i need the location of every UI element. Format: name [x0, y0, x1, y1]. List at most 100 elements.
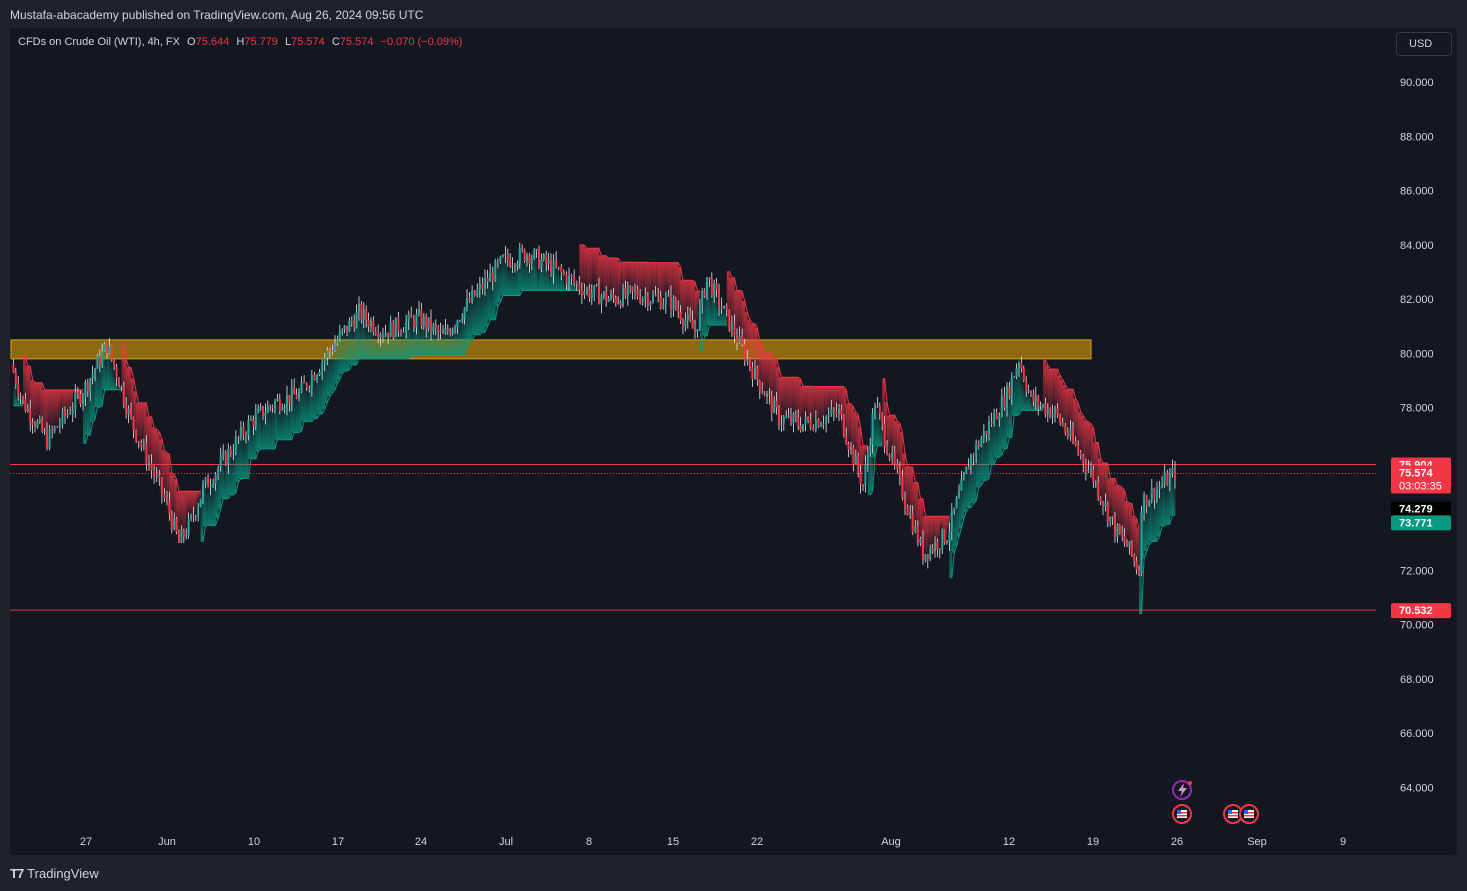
candle-body: [355, 311, 358, 328]
candle-body: [463, 307, 466, 319]
candle-body: [901, 476, 904, 499]
candle-body: [160, 477, 163, 495]
trend-cloud-segment: [1139, 511, 1142, 615]
candle-body: [1140, 511, 1143, 574]
candle-body: [69, 413, 72, 415]
candle-body: [194, 516, 197, 518]
trend-cloud-segment: [411, 327, 415, 357]
lightning-icon[interactable]: [1172, 780, 1192, 800]
candle-body: [334, 343, 336, 351]
candle-body: [130, 408, 132, 418]
candle-body: [770, 395, 773, 413]
candle-body: [573, 276, 576, 283]
price-label-box: [1391, 465, 1451, 494]
trend-cloud-segment: [52, 389, 56, 427]
candle-body: [686, 314, 689, 321]
currency-button[interactable]: USD: [1396, 32, 1452, 56]
trend-cloud-segment: [831, 386, 835, 412]
price-label: 74.279: [1399, 504, 1433, 516]
trend-cloud-segment: [1050, 369, 1053, 414]
candle-body: [1145, 494, 1148, 507]
candle-body: [120, 386, 123, 388]
candle-body: [1059, 414, 1062, 424]
candle-body: [115, 366, 118, 379]
candle-body: [809, 420, 812, 428]
candle-body: [283, 406, 286, 410]
trend-cloud-segment: [734, 290, 738, 344]
trend-cloud-segment: [143, 402, 147, 465]
trend-cloud-segment: [317, 372, 320, 415]
trend-cloud-segment: [1085, 422, 1089, 470]
tradingview-brand[interactable]: T7 TradingView: [10, 866, 99, 881]
candle-body: [766, 393, 768, 397]
candle-body: [535, 249, 538, 251]
candle-body: [108, 346, 111, 354]
us-flag-icon[interactable]: [1239, 804, 1259, 824]
trend-cloud-segment: [536, 268, 540, 291]
trend-cloud-segment: [726, 271, 730, 331]
candle-body: [965, 466, 968, 474]
trend-cloud-segment: [349, 321, 353, 365]
candle-body: [955, 497, 958, 508]
trend-cloud-segment: [991, 412, 995, 465]
candle-body: [1087, 469, 1090, 472]
candle-body: [290, 387, 293, 404]
trend-cloud-segment: [450, 329, 453, 355]
candle-body: [919, 538, 922, 544]
trend-cloud-segment: [39, 382, 43, 432]
trend-cloud-segment: [413, 314, 417, 357]
candle-body: [377, 333, 380, 338]
candle-body: [389, 321, 392, 337]
trend-cloud-segment: [314, 375, 318, 419]
candle-body: [614, 297, 617, 304]
trend-cloud-segment: [994, 419, 998, 458]
trend-cloud-segment: [83, 382, 86, 444]
trend-cloud-segment: [702, 296, 705, 336]
symbol-name[interactable]: CFDs on Crude Oil (WTI), 4h, FX: [18, 36, 180, 48]
trend-cloud-segment: [500, 255, 504, 296]
trend-cloud-segment: [210, 483, 214, 526]
footer: T7 TradingView: [0, 856, 1467, 891]
candle-body: [629, 286, 632, 288]
candle-body: [19, 395, 22, 397]
trend-cloud-segment: [395, 331, 399, 359]
trend-cloud-segment: [1011, 376, 1015, 416]
price-label: 70.532: [1399, 605, 1433, 617]
candle-body: [982, 431, 985, 439]
trend-cloud-segment: [951, 507, 955, 553]
trend-cloud-segment: [23, 354, 26, 412]
candle-body: [257, 408, 260, 413]
trend-cloud-segment: [75, 389, 79, 394]
candle-body: [1039, 405, 1042, 407]
candle-body: [946, 541, 948, 543]
trend-cloud-segment: [70, 389, 74, 410]
trend-cloud-segment: [1023, 390, 1027, 411]
candle-body: [222, 452, 225, 457]
candle-body: [504, 253, 507, 256]
trend-cloud-segment: [618, 262, 621, 307]
trend-cloud-segment: [665, 262, 669, 295]
candle-body: [878, 405, 881, 414]
us-flag-icon[interactable]: [1172, 804, 1192, 824]
candle-body: [1106, 502, 1109, 522]
candle-body: [12, 364, 15, 373]
trend-cloud-segment: [1100, 462, 1104, 507]
candle-body: [308, 387, 311, 389]
trend-cloud-segment: [551, 260, 554, 291]
trend-cloud-segment: [1078, 412, 1082, 456]
price-chart[interactable]: 90.000 88.000 86.000 84.000 82.000 80.000 78.0…: [10, 28, 1457, 855]
trend-cloud-segment: [899, 432, 903, 499]
trend-cloud-segment: [1019, 368, 1022, 411]
y-tick-label: 84.000: [1400, 240, 1434, 252]
candle-body: [555, 260, 558, 267]
trend-cloud-segment: [431, 324, 434, 355]
trend-cloud-segment: [687, 280, 691, 320]
candle-body: [995, 412, 998, 420]
trend-cloud-segment: [1001, 407, 1005, 449]
trend-cloud-segment: [347, 320, 350, 371]
candle-body: [1126, 542, 1128, 547]
chart-pane[interactable]: 90.000 88.000 86.000 84.000 82.000 80.000 78.0…: [10, 28, 1457, 855]
candle-body: [350, 320, 353, 322]
price-label-box: [1391, 515, 1451, 531]
candle-body: [852, 446, 855, 465]
